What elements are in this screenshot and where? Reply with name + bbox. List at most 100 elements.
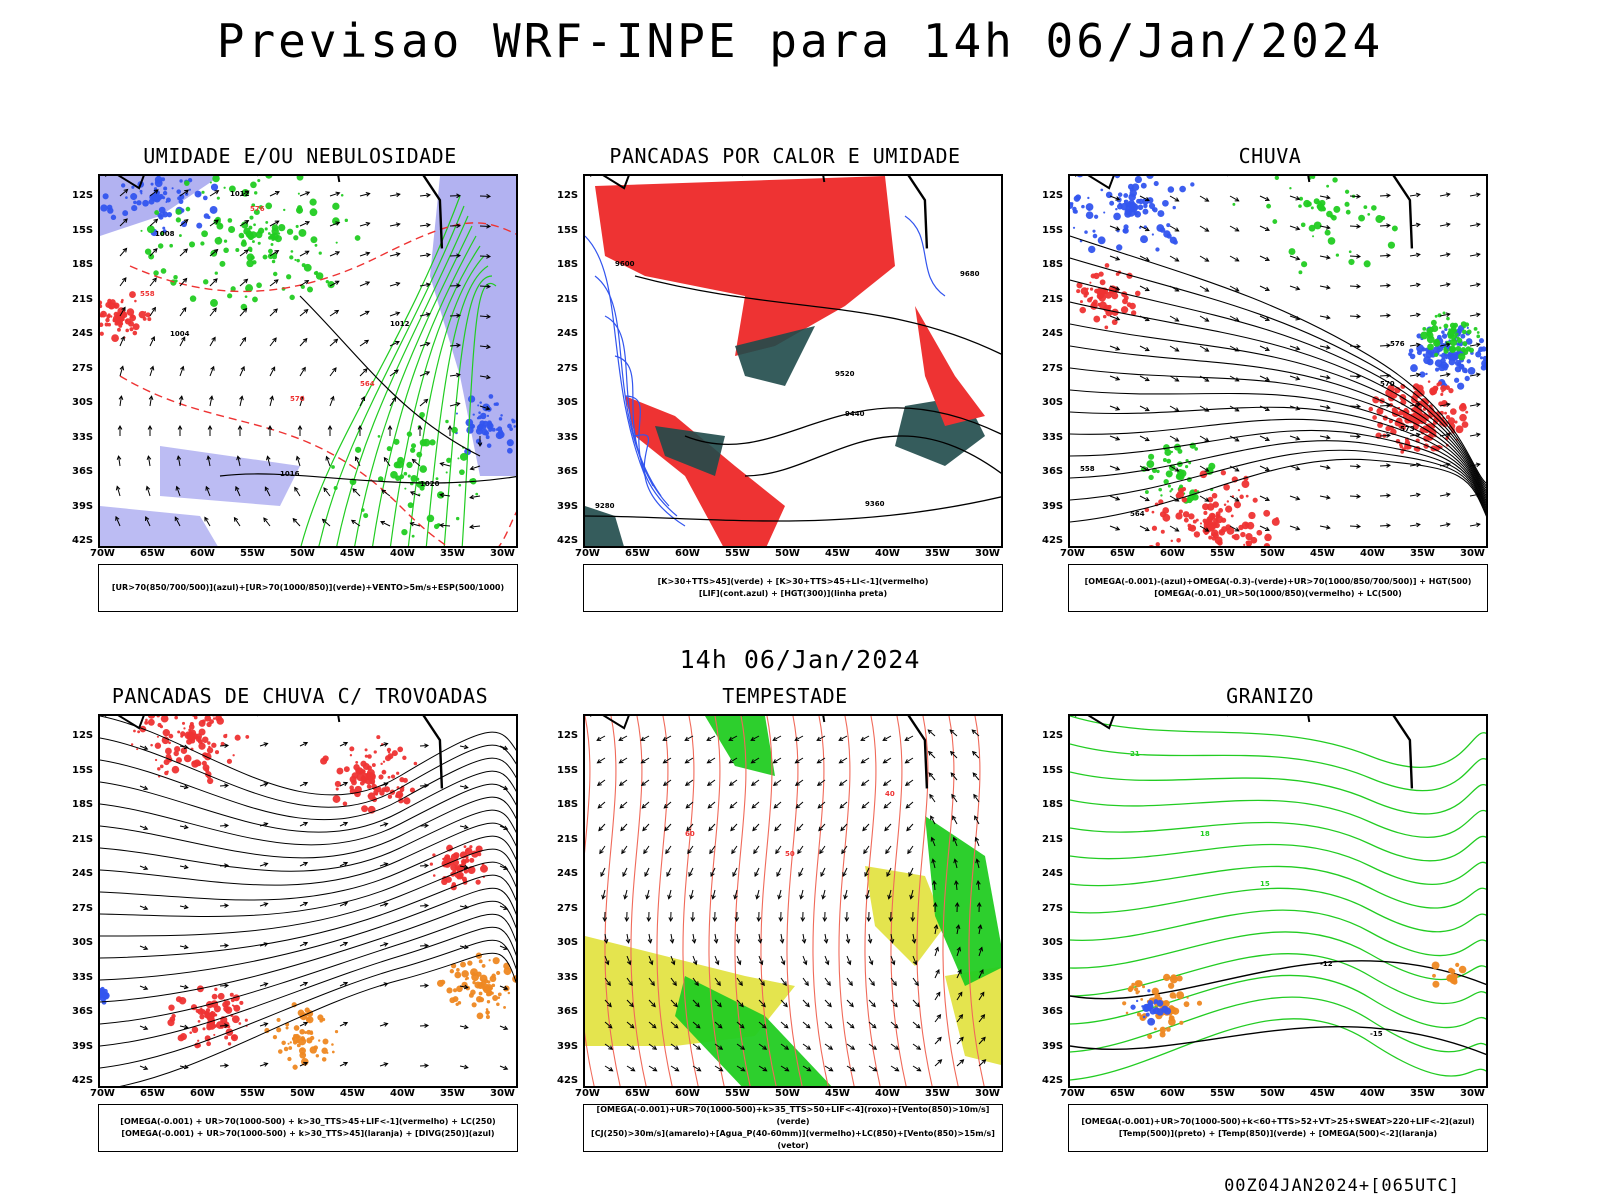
- streamline-arrow: [179, 905, 188, 909]
- rain-omega-green: [1442, 311, 1446, 315]
- streamline: [100, 887, 516, 981]
- latitude-tick-label: 39S: [72, 1041, 94, 1052]
- rain-omega-blue: [1143, 203, 1148, 209]
- wind-vector: [1475, 492, 1481, 498]
- rain-omega-green: [1289, 186, 1292, 190]
- wind-vector-850: [956, 1059, 964, 1067]
- temperature850-contour: [1070, 799, 1486, 838]
- humidity-blue-patch: [506, 439, 514, 447]
- latitude-tick-label: 18S: [557, 259, 579, 270]
- thunderstorm-orange: [465, 976, 469, 980]
- wind-vector: [1139, 375, 1150, 381]
- streamline-arrow: [263, 822, 269, 827]
- rain-humid-red: [1220, 470, 1227, 476]
- wind-vector: [1409, 343, 1420, 347]
- rain-omega-blue: [1423, 355, 1426, 358]
- wind-vector: [1144, 466, 1150, 472]
- thunderstorm-red: [355, 760, 359, 764]
- wind-vector-850: [890, 999, 898, 1007]
- streamline-arrow: [503, 905, 509, 911]
- wind-vector: [1469, 493, 1480, 497]
- wind-vector: [350, 519, 356, 525]
- latitude-tick-label: 21S: [72, 834, 94, 845]
- thickness-red: [138, 310, 147, 319]
- wind-vector: [1199, 405, 1209, 412]
- humidity-blue-patch: [498, 431, 502, 435]
- wind-vector: [1349, 195, 1361, 198]
- wind-vector: [423, 398, 429, 404]
- thunderstorm-red: [396, 771, 400, 775]
- rain-humid-red: [1243, 543, 1246, 546]
- wind-vector: [395, 281, 401, 287]
- wind-vector-850: [688, 872, 693, 878]
- wind-vector: [1169, 315, 1179, 322]
- low-level-humidity-green: [214, 271, 218, 275]
- wind-vector-850: [663, 757, 672, 764]
- wind-vector-850: [607, 1023, 613, 1029]
- latitude-tick-label: 12S: [72, 190, 94, 201]
- streamline-arrow: [499, 825, 508, 830]
- rain-omega-green: [1430, 319, 1437, 326]
- rain-humid-red: [1427, 380, 1431, 383]
- low-level-humidity-green: [407, 502, 414, 509]
- wind-vector-850: [640, 735, 650, 741]
- thunderstorm-orange: [483, 978, 489, 984]
- wind-vector: [365, 192, 371, 197]
- wind-vector: [119, 336, 125, 347]
- thunderstorm-red: [156, 716, 160, 718]
- temperature850-contour: [1070, 821, 1486, 862]
- low-level-humidity-green: [154, 210, 160, 215]
- rain-humid-red: [1162, 507, 1170, 514]
- wind-vector: [149, 336, 155, 347]
- thunderstorm-red: [159, 764, 164, 769]
- thunderstorm-orange: [272, 1035, 278, 1040]
- omega500-orange: [1168, 1015, 1175, 1022]
- thunderstorm-red: [464, 858, 470, 863]
- wind-vector-850: [912, 1065, 921, 1072]
- omega500-orange: [1162, 1000, 1168, 1006]
- rain-humid-red: [1182, 511, 1190, 518]
- wind-vector: [179, 336, 186, 347]
- wind-vector-850: [731, 849, 736, 855]
- wind-vector: [1356, 314, 1362, 319]
- panel-legend: [K>30+TTS>45](verde) + [K>30+TTS>45+LI<-…: [583, 564, 1003, 612]
- rain-omega-green: [1358, 214, 1365, 222]
- thunderstorm-red: [191, 761, 194, 765]
- wind-vector: [1379, 314, 1391, 317]
- thunderstorm-red: [198, 728, 206, 736]
- thunderstorm-red: [364, 754, 368, 758]
- thunderstorm-orange: [306, 1037, 313, 1044]
- wind-vector-850: [670, 999, 678, 1007]
- humidity-blue-patch: [165, 197, 171, 203]
- latitude-tick-label: 21S: [72, 294, 94, 305]
- low-level-humidity-green: [223, 247, 229, 254]
- wind-vector-850: [688, 867, 694, 877]
- latitude-tick-label: 12S: [557, 190, 579, 201]
- longitude-tick-label: 45W: [1310, 1088, 1335, 1099]
- height-contour: [1070, 367, 1486, 499]
- wind-vector-850: [736, 1021, 745, 1029]
- wind-vector: [1229, 285, 1239, 292]
- wind-vector-850: [861, 801, 870, 809]
- thunderstorm-red: [211, 993, 218, 1000]
- contour-label: 40: [885, 790, 895, 798]
- wind-vector: [239, 395, 244, 401]
- isobar: [219, 473, 516, 484]
- wind-vector: [359, 252, 370, 257]
- wind-vector: [1139, 405, 1150, 411]
- low-level-humidity-green: [386, 446, 392, 452]
- wind-vector: [1356, 254, 1362, 259]
- streamline-arrow: [183, 824, 189, 830]
- temperature850-contour: [1070, 931, 1486, 981]
- rain-humid-red: [1465, 410, 1469, 414]
- wind-vector-850: [904, 781, 910, 786]
- wind-vector: [381, 489, 386, 494]
- thunderstorm-orange: [440, 979, 446, 985]
- thunderstorm-red: [157, 767, 161, 771]
- omega500-orange: [1432, 973, 1436, 978]
- wind-vector: [264, 486, 270, 492]
- wind-vector: [456, 283, 462, 288]
- streamline-arrow: [219, 744, 229, 747]
